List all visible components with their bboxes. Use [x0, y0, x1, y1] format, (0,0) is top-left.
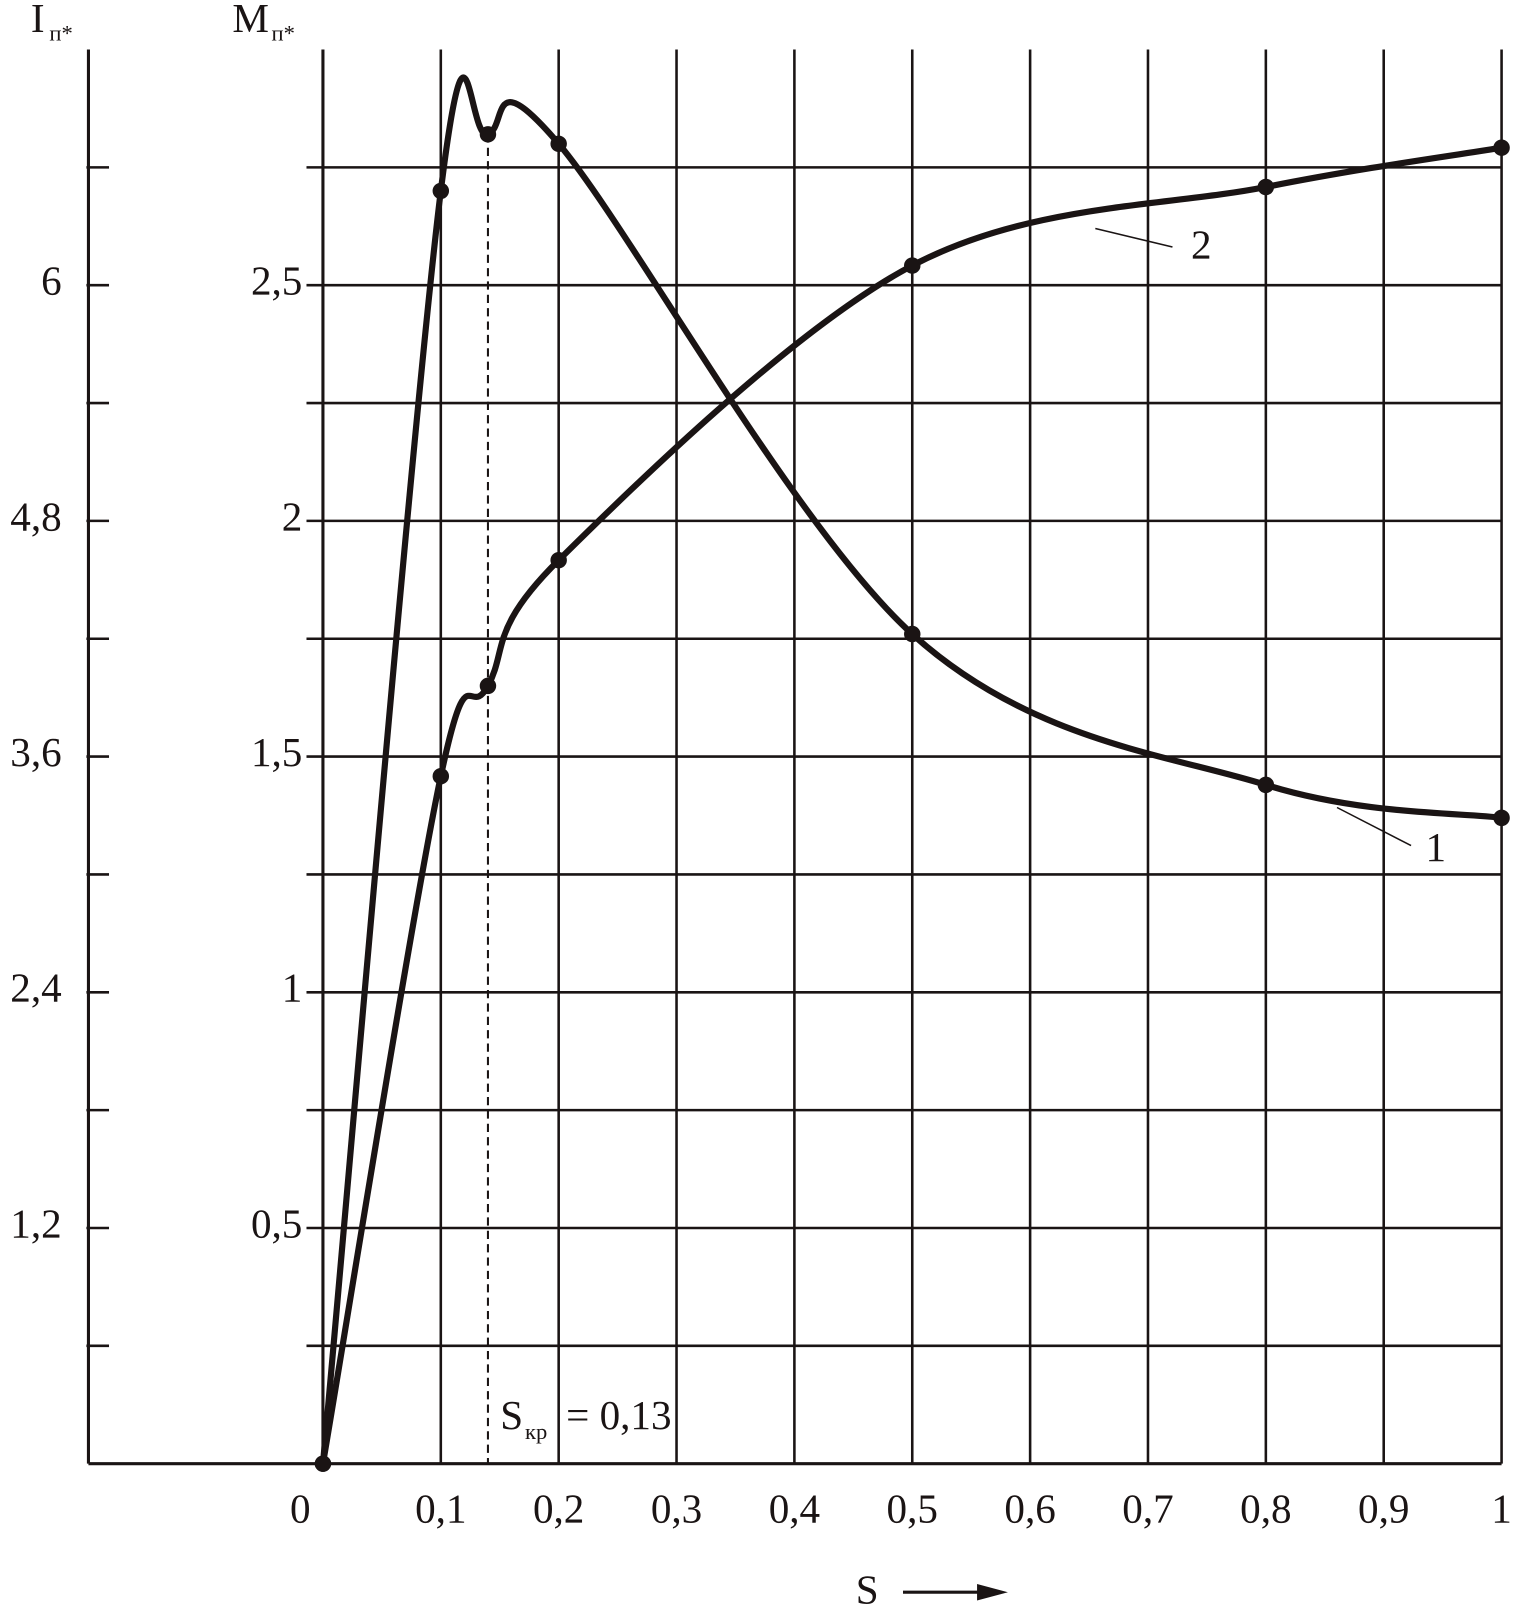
y2-tick-label: 1,2 — [10, 1200, 61, 1246]
curve — [319, 74, 1502, 1464]
point — [1493, 139, 1510, 156]
point — [314, 1455, 332, 1472]
point — [432, 182, 450, 200]
legend-label: 2 — [1191, 221, 1212, 267]
x-tick-label: 0,2 — [533, 1485, 584, 1531]
annotation-rest: = 0,13 — [566, 1392, 671, 1438]
y-axis-label: M — [232, 0, 269, 41]
point — [432, 768, 450, 785]
y-tick-label: 1,5 — [251, 729, 302, 775]
point — [1493, 809, 1510, 827]
point — [479, 677, 497, 695]
y-axis-label-sub: п* — [272, 20, 295, 45]
x-arrow-head — [977, 1583, 1008, 1601]
y2-tick-label: 2,4 — [10, 965, 61, 1011]
x-tick-label: 0,6 — [1004, 1485, 1055, 1531]
point — [550, 135, 567, 153]
annotation-sub: кр — [525, 1419, 547, 1444]
x-tick-label: 0,3 — [651, 1485, 702, 1531]
y-tick-label: 2,5 — [251, 258, 302, 304]
y-tick-label: 0,5 — [251, 1200, 302, 1246]
x-tick-label: 1 — [1491, 1485, 1512, 1531]
x-tick-label: 0,7 — [1122, 1485, 1173, 1531]
x-tick-label: 0,9 — [1358, 1485, 1409, 1531]
x-tick-label: 0,4 — [769, 1485, 820, 1531]
leader-line — [1336, 806, 1412, 847]
point — [1257, 776, 1275, 794]
x-tick-label: 0 — [290, 1485, 311, 1531]
point — [904, 625, 921, 643]
point — [1257, 178, 1275, 196]
point — [550, 551, 567, 569]
y2-tick-label: 6 — [41, 258, 62, 304]
legend-label: 1 — [1425, 824, 1446, 870]
x-tick-label: 0,8 — [1240, 1485, 1291, 1531]
y2-axis-label-sub: п* — [49, 20, 72, 45]
x-axis-label: S — [856, 1567, 879, 1613]
y2-tick-label: 4,8 — [10, 493, 61, 539]
point — [904, 257, 921, 274]
y2-tick-label: 3,6 — [10, 729, 61, 775]
y2-axis-label: I — [31, 0, 45, 41]
y-tick-label: 2 — [282, 493, 303, 539]
x-tick-label: 0,1 — [415, 1485, 466, 1531]
y-tick-label: 1 — [282, 965, 303, 1011]
leader-line — [1095, 227, 1173, 248]
x-tick-label: 0,5 — [887, 1485, 938, 1531]
annotation-text: S — [500, 1392, 523, 1438]
point — [479, 126, 497, 143]
